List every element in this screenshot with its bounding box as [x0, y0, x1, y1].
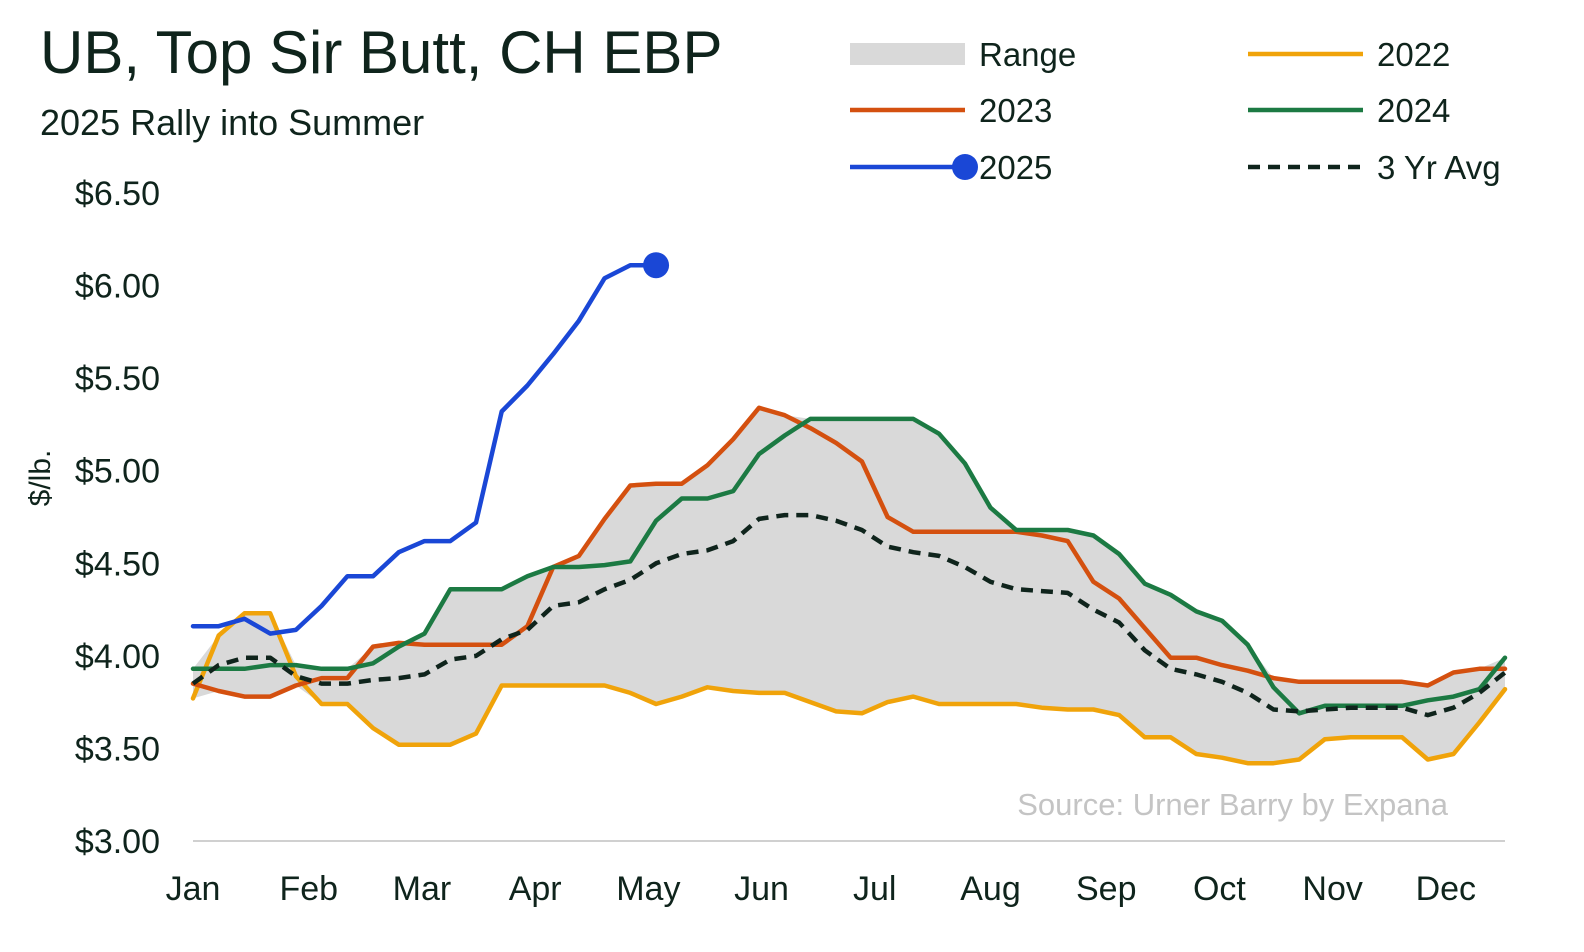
- x-tick-label: Jul: [853, 870, 896, 908]
- series-line-2023: [190, 405, 1508, 699]
- legend-item-2025: 2025: [850, 149, 1052, 186]
- y-tick-label: $3.50: [75, 730, 160, 768]
- y-tick-label: $6.00: [75, 268, 160, 306]
- legend-item-3-yr-avg: 3 Yr Avg: [1248, 149, 1501, 186]
- range-band: [193, 407, 1505, 764]
- y-tick-label: $5.00: [75, 453, 160, 491]
- range-band-layer: [193, 407, 1505, 764]
- legend-label: 2022: [1377, 36, 1450, 73]
- legend-item-2024: 2024: [1248, 92, 1450, 129]
- x-tick-label: Mar: [393, 870, 452, 908]
- x-tick-label: May: [616, 870, 680, 908]
- y-axis-ticks: $3.00 $3.50 $4.00 $4.50 $5.00 $5.50 $6.00 $6.50: [75, 175, 160, 861]
- series-line-2025: [190, 262, 659, 636]
- legend-label: 3 Yr Avg: [1377, 149, 1501, 186]
- legend-item-range: Range: [850, 36, 1076, 73]
- source-note: Source: Urner Barry by Expana: [1017, 787, 1449, 822]
- legend-label: 2024: [1377, 92, 1450, 129]
- legend-marker: [952, 154, 978, 180]
- series-line-2024: [190, 416, 1508, 716]
- x-tick-label: Aug: [960, 870, 1021, 908]
- y-tick-label: $4.50: [75, 545, 160, 583]
- x-tick-label: Feb: [279, 870, 338, 908]
- x-tick-label: Apr: [509, 870, 562, 908]
- series-lines-layer: [190, 252, 1508, 766]
- x-tick-label: Nov: [1302, 870, 1362, 908]
- legend-item-2023: 2023: [850, 92, 1052, 129]
- y-tick-label: $5.50: [75, 360, 160, 398]
- x-tick-label: Oct: [1193, 870, 1246, 908]
- chart-subtitle: 2025 Rally into Summer: [40, 102, 425, 143]
- series-line-2022: [190, 611, 1508, 766]
- legend: Range 2022 2023 2024 2025 3 Yr Avg: [850, 36, 1501, 186]
- legend-label: 2023: [979, 92, 1052, 129]
- x-axis-ticks: Jan Feb Mar Apr May Jun Jul Aug Sep Oct Nov Dec: [166, 870, 1476, 908]
- y-tick-label: $4.00: [75, 638, 160, 676]
- x-tick-label: Dec: [1416, 870, 1476, 908]
- y-tick-label: $6.50: [75, 175, 160, 213]
- series-end-marker: [643, 252, 670, 279]
- legend-item-2022: 2022: [1248, 36, 1450, 73]
- legend-label: 2025: [979, 149, 1052, 186]
- legend-label: Range: [979, 36, 1076, 73]
- x-tick-label: Jan: [166, 870, 221, 908]
- series-line-3-yr-avg: [191, 512, 1507, 718]
- x-tick-label: Jun: [734, 870, 789, 908]
- x-tick-label: Sep: [1076, 870, 1137, 908]
- chart-title: UB, Top Sir Butt, CH EBP: [40, 19, 723, 86]
- y-tick-label: $3.00: [75, 823, 160, 861]
- y-axis-title: $/lb.: [24, 450, 57, 507]
- legend-swatch: [850, 43, 965, 65]
